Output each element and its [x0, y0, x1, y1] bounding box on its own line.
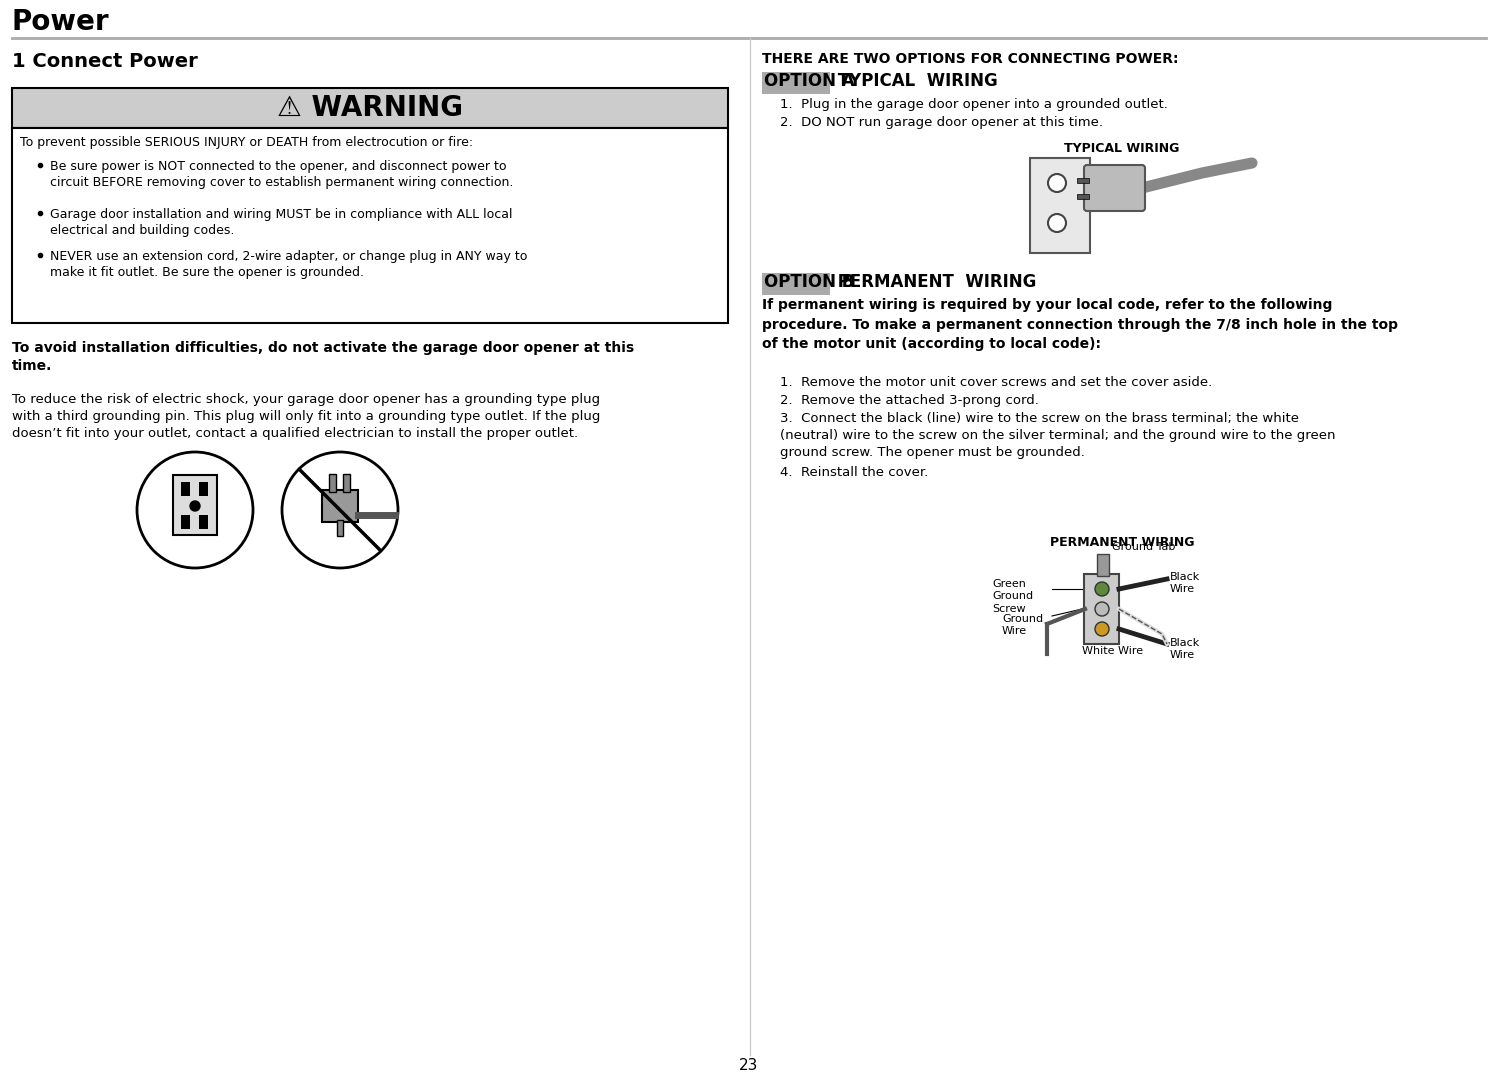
Circle shape	[1095, 602, 1109, 616]
Text: PERMANENT  WIRING: PERMANENT WIRING	[831, 272, 1037, 291]
Text: 23: 23	[740, 1058, 758, 1073]
Bar	[330, 474, 336, 492]
Bar	[1077, 178, 1089, 183]
Bar	[762, 72, 830, 94]
Circle shape	[282, 452, 398, 568]
Text: Be sure power is NOT connected to the opener, and disconnect power to
circuit BE: Be sure power is NOT connected to the op…	[49, 160, 514, 188]
Text: 2.  DO NOT run garage door opener at this time.: 2. DO NOT run garage door opener at this…	[780, 116, 1103, 129]
Text: OPTION A: OPTION A	[764, 72, 855, 90]
Bar	[322, 490, 358, 522]
Circle shape	[136, 452, 253, 568]
Bar	[181, 482, 190, 496]
Text: To prevent possible SERIOUS INJURY or DEATH from electrocution or fire:: To prevent possible SERIOUS INJURY or DE…	[19, 136, 473, 149]
Text: If permanent wiring is required by your local code, refer to the following
proce: If permanent wiring is required by your …	[762, 298, 1398, 351]
Bar	[1085, 574, 1119, 644]
Bar	[1077, 194, 1089, 199]
Text: Garage door installation and wiring MUST be in compliance with ALL local
electri: Garage door installation and wiring MUST…	[49, 208, 512, 237]
Text: Black
Wire: Black Wire	[1170, 638, 1200, 660]
Text: Green
Ground
Screw: Green Ground Screw	[992, 579, 1034, 614]
Text: 3.  Connect the black (line) wire to the screw on the brass terminal; the white
: 3. Connect the black (line) wire to the …	[780, 412, 1336, 459]
Text: 1 Connect Power: 1 Connect Power	[12, 52, 198, 71]
Bar	[343, 474, 351, 492]
Circle shape	[190, 501, 201, 510]
Bar	[172, 475, 217, 535]
Circle shape	[1095, 623, 1109, 637]
Circle shape	[1095, 582, 1109, 596]
Text: Ground
Wire: Ground Wire	[1002, 614, 1043, 637]
Text: PERMANENT WIRING: PERMANENT WIRING	[1050, 536, 1194, 549]
Bar	[199, 482, 208, 496]
Bar	[1031, 158, 1091, 253]
Text: To avoid installation difficulties, do not activate the garage door opener at th: To avoid installation difficulties, do n…	[12, 341, 634, 374]
Bar	[199, 515, 208, 529]
Text: THERE ARE TWO OPTIONS FOR CONNECTING POWER:: THERE ARE TWO OPTIONS FOR CONNECTING POW…	[762, 52, 1179, 66]
Text: To reduce the risk of electric shock, your garage door opener has a grounding ty: To reduce the risk of electric shock, yo…	[12, 393, 601, 440]
Text: White Wire: White Wire	[1082, 646, 1143, 656]
Bar	[12, 128, 728, 323]
Bar	[1097, 554, 1109, 576]
Text: TYPICAL WIRING: TYPICAL WIRING	[1064, 142, 1180, 155]
Circle shape	[1049, 214, 1067, 232]
Text: 1.  Plug in the garage door opener into a grounded outlet.: 1. Plug in the garage door opener into a…	[780, 98, 1168, 111]
Bar	[12, 88, 728, 128]
Text: NEVER use an extension cord, 2-wire adapter, or change plug in ANY way to
make i: NEVER use an extension cord, 2-wire adap…	[49, 250, 527, 279]
Text: 1.  Remove the motor unit cover screws and set the cover aside.: 1. Remove the motor unit cover screws an…	[780, 376, 1212, 389]
Text: TYPICAL  WIRING: TYPICAL WIRING	[831, 72, 998, 90]
Bar	[181, 515, 190, 529]
Text: 2.  Remove the attached 3-prong cord.: 2. Remove the attached 3-prong cord.	[780, 394, 1040, 407]
Circle shape	[1049, 174, 1067, 192]
FancyBboxPatch shape	[1085, 165, 1144, 211]
Bar	[337, 520, 343, 536]
Text: Ground Tab: Ground Tab	[1112, 542, 1176, 553]
Text: ⚠ WARNING: ⚠ WARNING	[277, 94, 463, 122]
Bar	[762, 272, 830, 295]
Text: 4.  Reinstall the cover.: 4. Reinstall the cover.	[780, 466, 929, 479]
Text: Black
Wire: Black Wire	[1170, 572, 1200, 595]
Text: Power: Power	[12, 8, 109, 36]
Text: OPTION B: OPTION B	[764, 272, 854, 291]
